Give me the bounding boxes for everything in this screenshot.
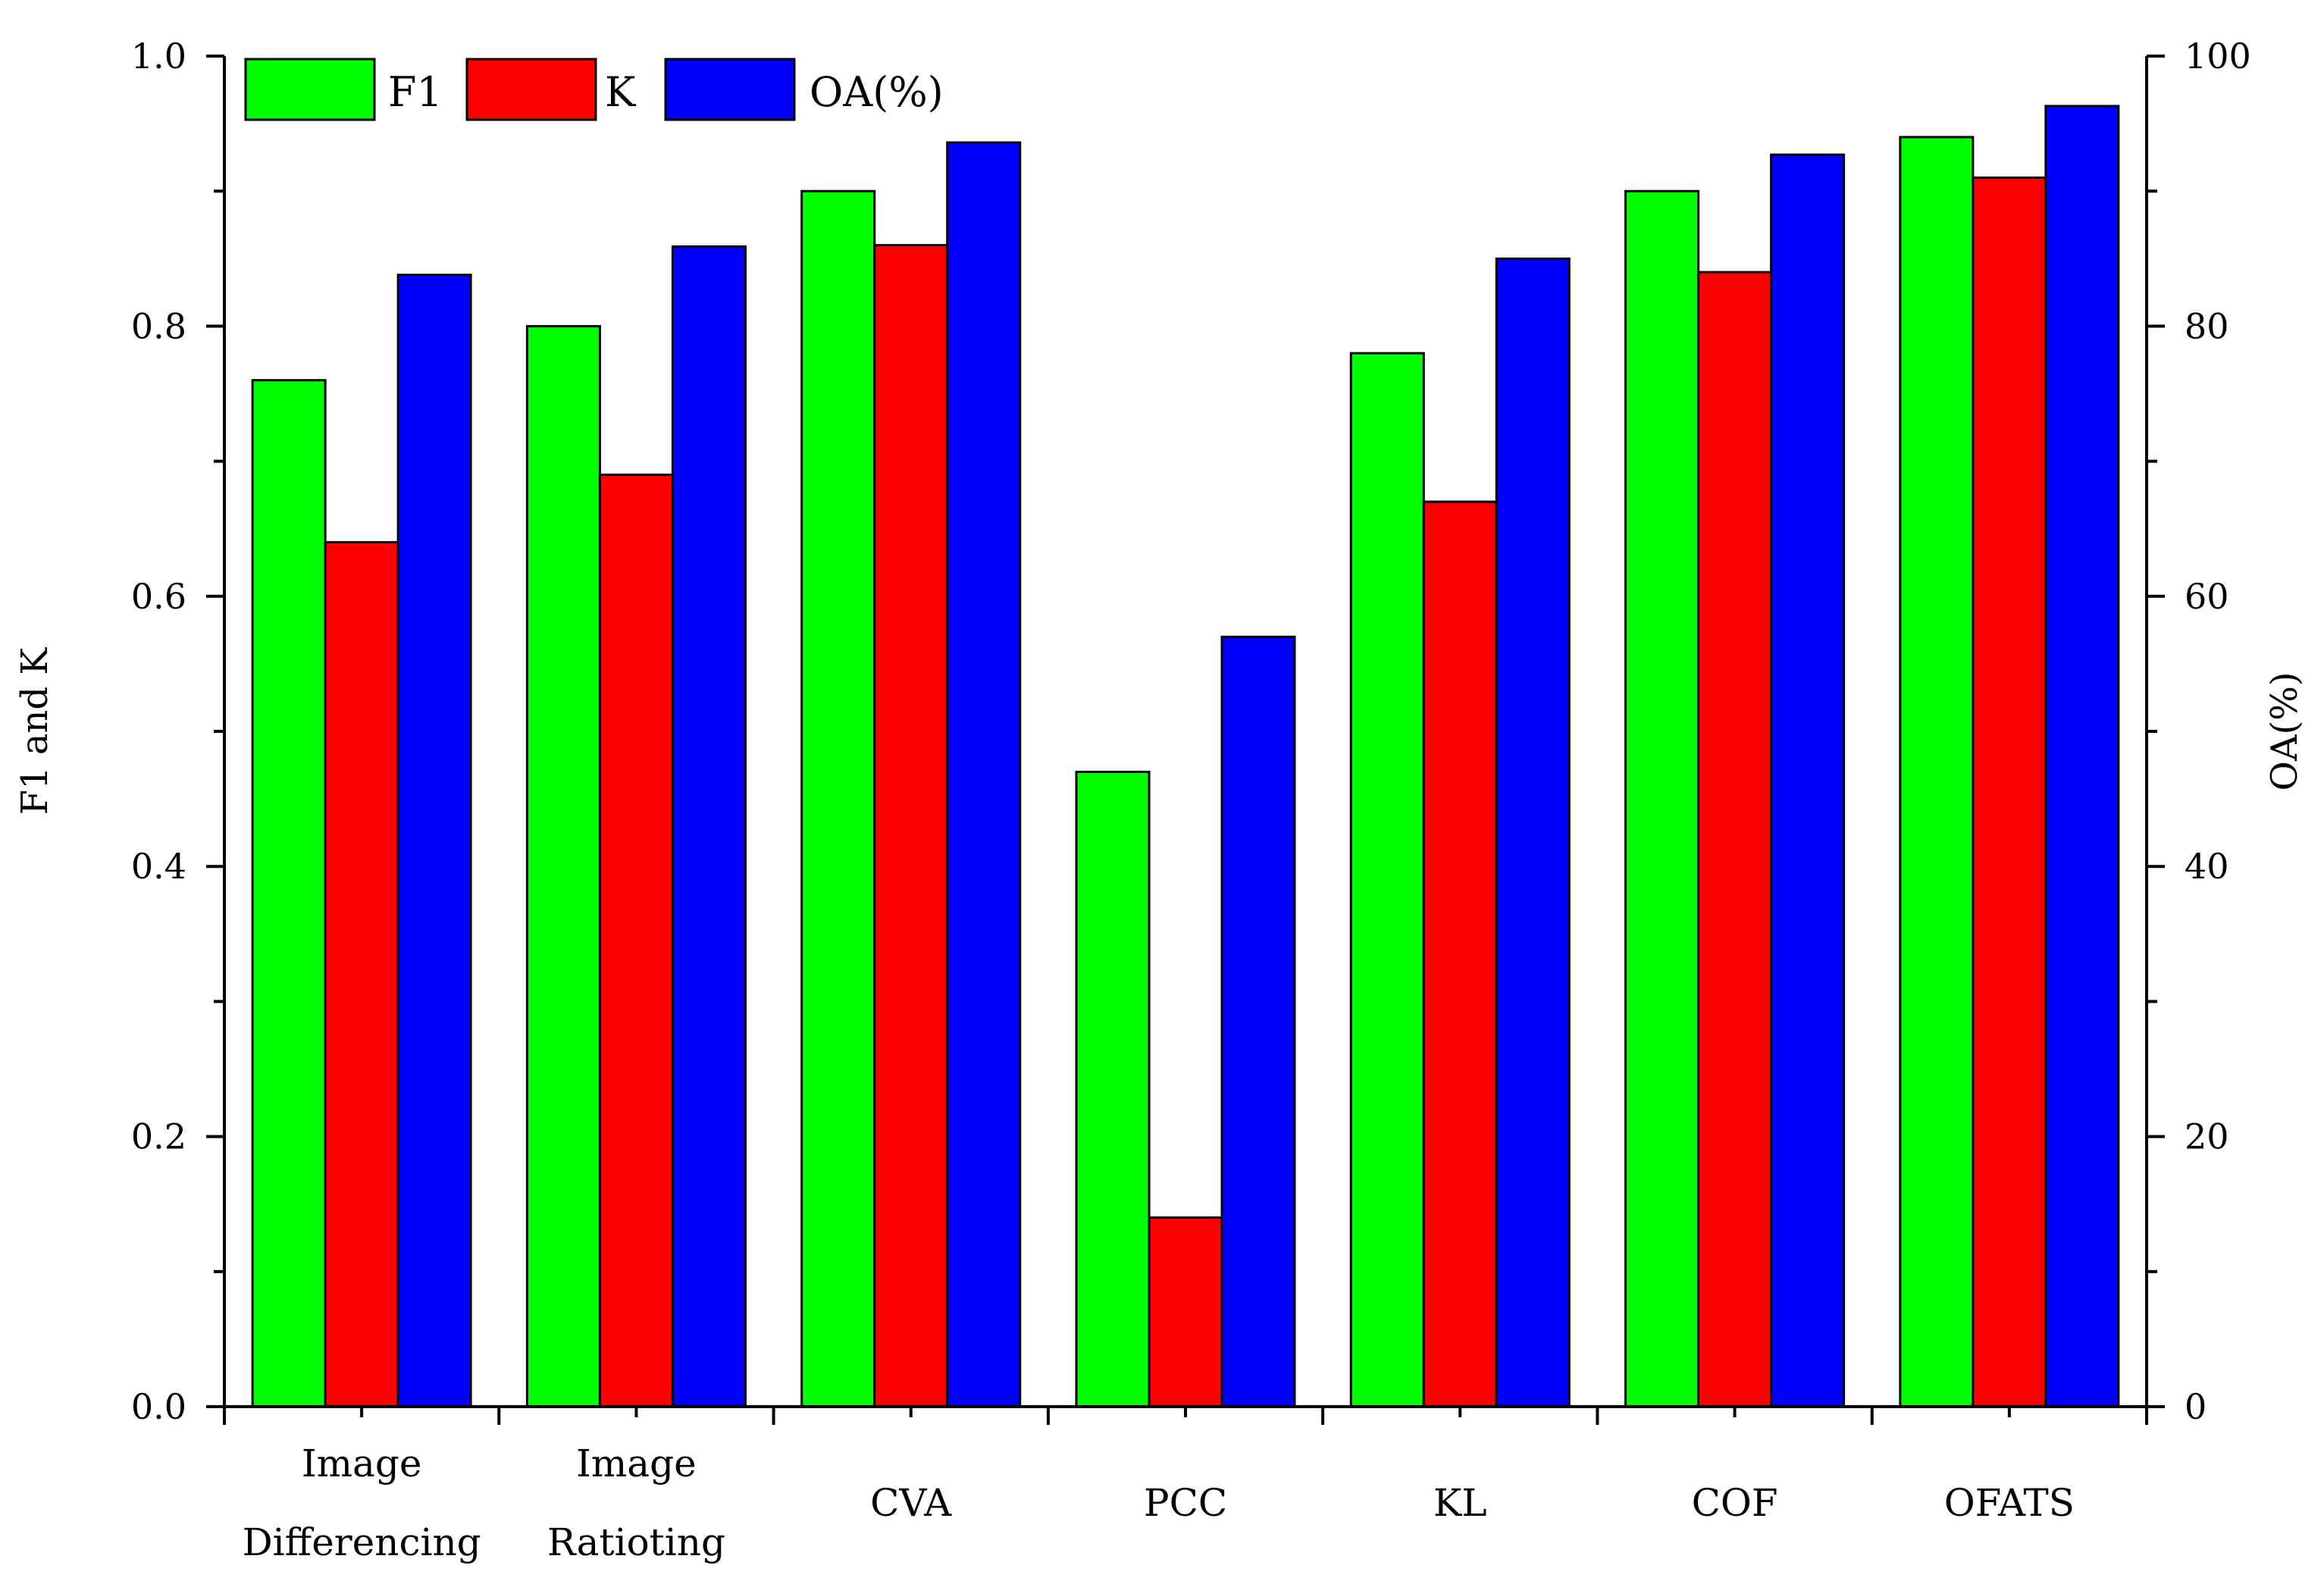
bar-k-1 (598, 473, 674, 1408)
legend-label: OA(%) (810, 68, 944, 116)
bars-layer (251, 105, 2120, 1408)
right-tick-label: 0 (2185, 1386, 2207, 1427)
bar-f1-2 (800, 189, 876, 1408)
bar-oa-3 (1220, 635, 1296, 1408)
left-tick-label: 0.8 (131, 305, 186, 346)
bar-oa-5 (1770, 153, 1846, 1408)
category-label: Ratioting (547, 1520, 725, 1564)
bar-k-6 (1972, 176, 2047, 1408)
left-axis-title: F1 and K (14, 647, 56, 815)
left-tick-label: 0.2 (131, 1116, 186, 1157)
category-label: KL (1433, 1481, 1487, 1525)
bar-f1-1 (525, 324, 601, 1408)
legend-swatch-2 (664, 58, 796, 121)
right-tick-label: 100 (2185, 36, 2251, 77)
bar-k-2 (873, 243, 949, 1408)
bar-oa-0 (396, 274, 472, 1408)
category-label: COF (1692, 1481, 1778, 1525)
bar-f1-4 (1349, 352, 1425, 1408)
right-tick-label: 20 (2185, 1116, 2229, 1157)
legend-label: K (605, 68, 637, 116)
left-tick-label: 0.4 (131, 846, 186, 887)
right-tick-label: 60 (2185, 576, 2229, 617)
legend: F1 K OA(%) (244, 58, 944, 121)
category-label: Image (576, 1442, 697, 1485)
bar-oa-4 (1495, 257, 1571, 1408)
bar-f1-0 (251, 379, 327, 1408)
bar-f1-5 (1624, 189, 1700, 1408)
bar-k-4 (1422, 500, 1498, 1408)
bar-f1-6 (1899, 136, 1975, 1408)
bar-oa-2 (946, 141, 1022, 1408)
right-tick-label: 40 (2185, 846, 2229, 887)
bar-k-0 (324, 541, 399, 1408)
right-axis-title: OA(%) (2263, 671, 2306, 790)
legend-swatch-0 (244, 58, 376, 121)
axes-layer: 0.0 0.2 0.4 0.6 0.8 1.0 0 20 40 60 80 100 Image Diffe… (14, 36, 2306, 1564)
bar-oa-6 (2044, 105, 2120, 1408)
bar-k-5 (1697, 271, 1773, 1408)
bar-oa-1 (671, 245, 747, 1408)
bar-k-3 (1148, 1216, 1223, 1408)
legend-label: F1 (388, 68, 443, 116)
legend-swatch-1 (465, 58, 597, 121)
right-tick-label: 80 (2185, 305, 2229, 346)
bar-f1-3 (1075, 770, 1151, 1408)
category-label: OFATS (1944, 1481, 2075, 1525)
left-tick-label: 1.0 (131, 36, 186, 77)
left-tick-label: 0.0 (131, 1386, 186, 1427)
category-label: Differencing (243, 1520, 481, 1564)
category-label: Image (302, 1442, 422, 1485)
category-label: PCC (1144, 1481, 1227, 1525)
category-label: CVA (870, 1481, 952, 1525)
left-tick-label: 0.6 (131, 576, 186, 617)
